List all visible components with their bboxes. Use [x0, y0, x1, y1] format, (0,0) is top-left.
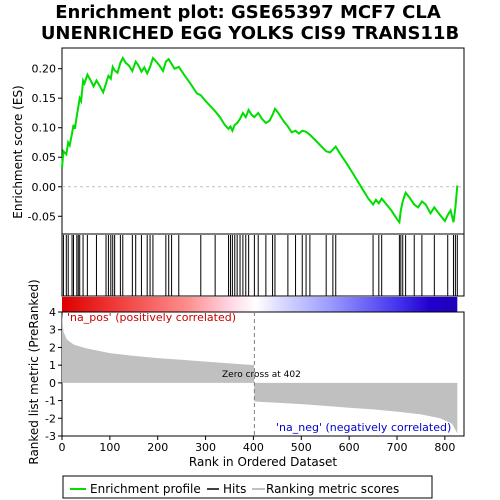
rank-y-axis-label: Ranked list metric (PreRanked) [27, 279, 41, 464]
es-y-tick-label: 0.05 [32, 151, 57, 164]
rank-y-tick-label: -1 [45, 395, 56, 408]
rank-x-tick-label: 800 [434, 441, 455, 454]
enrichment-profile-line [61, 55, 459, 225]
hits-panel [61, 233, 465, 297]
rank-x-tick-label: 300 [195, 441, 216, 454]
rank-colorbar-gradient [62, 297, 458, 312]
chart-legend: Enrichment profile Hits Ranking metric s… [62, 475, 433, 499]
legend-frame [62, 475, 433, 499]
rank-y-tick-label: 0 [49, 377, 56, 390]
es-y-tick-label: -0.05 [28, 210, 56, 223]
legend-label-ranking-metric: Ranking metric scores [266, 482, 399, 496]
rank-x-tick-label: 400 [243, 441, 264, 454]
chart-title-line-2: UNENRICHED EGG YOLKS CIS9 TRANS11B [41, 23, 459, 44]
rank-y-tick-label: 2 [49, 341, 56, 354]
legend-label-hits: Hits [223, 482, 246, 496]
es-y-axis-label: Enrichment score (ES) [11, 85, 25, 218]
rank-colorbar [62, 297, 458, 312]
es-y-tick-label: 0.00 [32, 181, 57, 194]
rank-x-tick-label: 0 [59, 441, 66, 454]
es-y-tick-label: 0.10 [32, 122, 57, 135]
rank-x-axis-ticks: 0 100 200 300 400 500 600 700 800 [59, 436, 455, 454]
rank-y-tick-label: 4 [49, 306, 56, 319]
rank-x-tick-label: 500 [291, 441, 312, 454]
positive-correlation-label: 'na_pos' (positively correlated) [67, 311, 236, 324]
rank-y-tick-label: -3 [45, 430, 56, 443]
hits-panel-frame [61, 233, 465, 297]
rank-x-tick-label: 700 [387, 441, 408, 454]
rank-x-tick-label: 600 [339, 441, 360, 454]
es-y-tick-label: 0.15 [32, 92, 57, 105]
legend-label-enrichment-profile: Enrichment profile [90, 482, 201, 496]
rank-y-tick-label: -2 [45, 412, 56, 425]
chart-title-line-1: Enrichment plot: GSE65397 MCF7 CLA [55, 2, 441, 23]
es-panel: 0.20 0.15 0.10 0.05 0.00 -0.05 Enrichment sco… [11, 47, 465, 235]
es-y-axis-ticks: 0.20 0.15 0.10 0.05 0.00 -0.05 [28, 63, 62, 223]
negative-correlation-label: 'na_neg' (negatively correlated) [276, 421, 451, 434]
es-y-tick-label: 0.20 [32, 63, 57, 76]
rank-x-tick-label: 200 [147, 441, 168, 454]
rank-y-axis-ticks: 4 3 2 1 0 -1 -2 -3 [45, 306, 62, 443]
rank-x-axis-label: Rank in Ordered Dataset [189, 455, 337, 469]
rank-x-tick-label: 100 [99, 441, 120, 454]
rank-y-tick-label: 1 [49, 359, 56, 372]
rank-metric-panel: 4 3 2 1 0 -1 -2 -3 0 100 200 300 400 500 600 700 800 'n… [27, 279, 465, 469]
ranking-metric-area [62, 313, 458, 434]
rank-y-tick-label: 3 [49, 324, 56, 337]
zero-cross-label: Zero cross at 402 [222, 370, 301, 380]
hit-markers [62, 235, 458, 296]
